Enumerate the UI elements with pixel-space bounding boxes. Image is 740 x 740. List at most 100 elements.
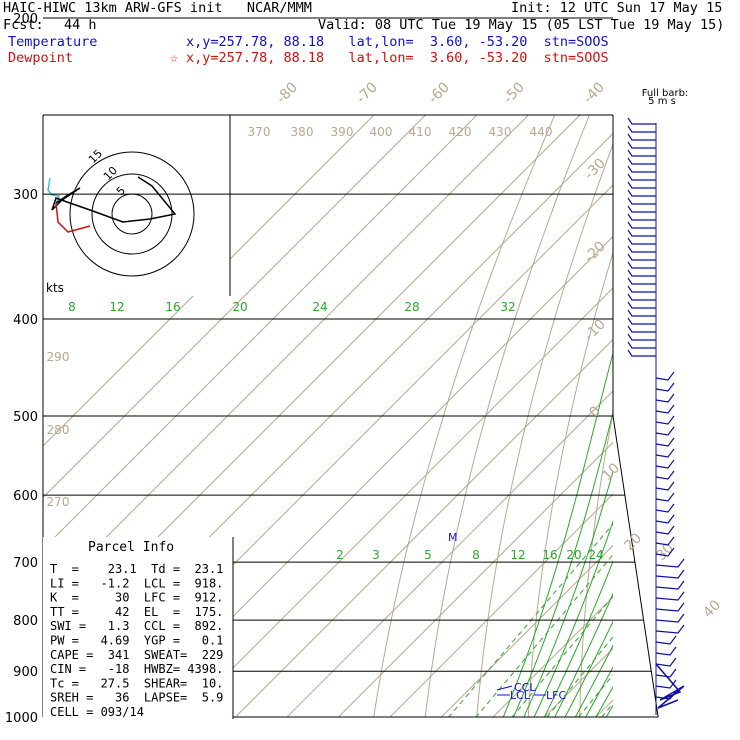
moist-adiabat-label: 16	[165, 300, 180, 314]
temperature-legend-info: x,y=257.78, 88.18 lat,lon= 3.60, -53.20 …	[186, 34, 609, 50]
moist-adiabat-line	[637, 18, 740, 717]
wind-barb	[627, 149, 656, 157]
isotherm-line	[492, 596, 613, 717]
wind-barb	[627, 133, 656, 141]
parcel-info-row: CIN = -18 HWBZ= 4398.	[50, 662, 223, 676]
wind-barb	[627, 125, 656, 133]
moist-adiabat-line	[648, 18, 740, 717]
mixing-ratio-label: 12	[510, 548, 525, 562]
chart-frame	[42, 17, 659, 718]
theta-label: 420	[449, 125, 472, 139]
moist-adiabat-line	[617, 18, 740, 717]
isotherm-line	[234, 338, 613, 717]
moist-adiabat-line	[554, 592, 613, 717]
wind-barb	[655, 393, 675, 403]
wind-barb	[627, 269, 656, 277]
mixing-ratio-line	[511, 595, 613, 717]
isotherm-line	[440, 544, 613, 717]
wind-barb	[655, 448, 675, 458]
parcel-info-row: TT = 42 EL = 175.	[50, 605, 223, 619]
theta-label: 430	[489, 125, 512, 139]
dry-adiabat-line	[729, 0, 740, 738]
moist-adiabat-line	[574, 644, 613, 717]
moist-adiabat-label: 32	[500, 300, 515, 314]
moist-adiabat-line	[544, 559, 613, 717]
wind-barb	[655, 437, 675, 447]
theta-label: 410	[409, 125, 432, 139]
wind-barb	[627, 213, 656, 221]
moist-adiabat-label: 24	[312, 300, 327, 314]
lcl-label: LCL	[510, 689, 531, 702]
parcel-info-row: CELL = 093/14	[50, 705, 144, 719]
wind-barb	[655, 536, 675, 546]
pressure-label: 700	[13, 556, 38, 571]
wind-barb	[655, 514, 675, 524]
wind-barb	[655, 646, 677, 656]
pressure-label: 200	[13, 12, 38, 27]
mixing-ratio-line	[475, 553, 613, 717]
isotherm-line	[543, 647, 613, 717]
hodograph-ring	[69, 151, 195, 277]
moist-adiabat-line	[502, 351, 613, 717]
moist-adiabat-label: 20	[232, 300, 247, 314]
wind-barb	[655, 547, 675, 557]
moist-adiabat-label: 8	[68, 300, 76, 314]
wind-barb	[655, 404, 675, 414]
wind-barb	[627, 117, 656, 125]
wind-barb	[627, 197, 656, 205]
dry-adiabat-line	[579, 410, 613, 717]
isotherm-line	[337, 441, 613, 717]
chart-title: HAIC-HIWC 13km ARW-GFS init NCAR/MMM	[3, 0, 312, 16]
mixing-ratio-label: 20	[566, 548, 581, 562]
ccl-label: CCL	[514, 681, 536, 694]
isotherm-line	[626, 0, 740, 738]
parcel-info-row: LI = -1.2 LCL = 918.	[50, 576, 223, 590]
dry-adiabat-line	[373, 115, 556, 717]
theta-label: 440	[530, 125, 553, 139]
dewpoint-legend-label: Dewpoint	[8, 50, 74, 66]
pressure-label: 900	[13, 665, 38, 680]
mixing-ratio-label: 16	[542, 548, 557, 562]
init-time: Init: 12 UTC Sun 17 May 15	[511, 0, 723, 16]
isotherm-label: -60	[425, 79, 452, 106]
moist-adiabat-label: 12	[109, 300, 124, 314]
lfc-label: LFC	[546, 689, 566, 702]
isotherm-line	[595, 699, 613, 717]
wind-barb	[627, 229, 656, 237]
wind-barb	[655, 558, 685, 568]
wind-barb	[655, 679, 677, 689]
parcel-info-row: SWI = 1.3 CCL = 892.	[50, 619, 223, 633]
wind-barb	[627, 349, 656, 357]
wind-barb	[627, 221, 656, 229]
wind-barb	[655, 624, 685, 634]
moist-adiabat-line	[658, 18, 740, 717]
pressure-label: 600	[13, 489, 38, 504]
wind-barb	[655, 569, 685, 579]
wind-barb	[627, 181, 656, 189]
wind-barb	[655, 415, 675, 425]
dewpoint-legend-info: x,y=257.78, 88.18 lat,lon= 3.60, -53.20 …	[186, 50, 609, 66]
wind-barb	[655, 613, 685, 623]
isotherm-label: 20	[621, 530, 645, 554]
pressure-label: 500	[13, 410, 38, 425]
parcel-info-row: CAPE = 341 SWEAT= 229	[50, 648, 223, 662]
wind-barb	[627, 189, 656, 197]
wind-barb	[627, 333, 656, 341]
parcel-info-row: PW = 4.69 YGP = 0.1	[50, 634, 223, 648]
forecast-hours: 44 h	[64, 17, 97, 33]
theta-label: 290	[47, 350, 70, 364]
mixing-ratio-label: 2	[336, 548, 344, 562]
dry-adiabat-line	[631, 0, 740, 738]
wind-barb	[655, 371, 675, 381]
isotherm-line	[183, 287, 613, 717]
isotherm-line	[80, 184, 613, 717]
isotherm-label: -30	[581, 155, 608, 182]
wind-barb	[627, 173, 656, 181]
wind-barb	[627, 325, 656, 333]
isotherm-line	[729, 0, 740, 738]
wind-barb	[655, 459, 675, 469]
parcel-info-row: Tc = 27.5 SHEAR= 10.	[50, 676, 223, 690]
parcel-info-row: K = 30 LFC = 912.	[50, 591, 223, 605]
